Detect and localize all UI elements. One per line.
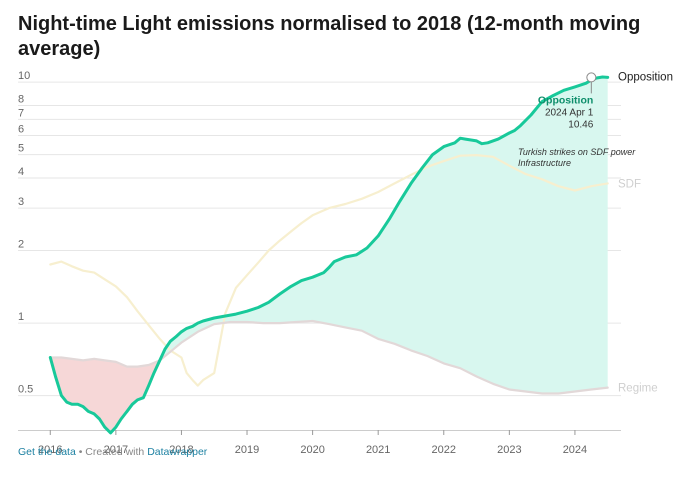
highlight-date: 2024 Apr 1 (545, 107, 594, 118)
x-tick-label: 2018 (169, 444, 193, 456)
x-tick-label: 2016 (38, 444, 62, 456)
chart-title: Night-time Light emissions normalised to… (18, 13, 641, 60)
end-label-regime: Regime (618, 383, 658, 395)
area-opposition-above (160, 77, 608, 394)
note-annotation-line: Turkish strikes on SDF power (518, 147, 636, 157)
x-tick-label: 2022 (432, 444, 456, 456)
x-tick-label: 2023 (497, 444, 521, 456)
sdf-line (49, 154, 609, 387)
x-tick-label: 2017 (104, 444, 128, 456)
y-tick-label: 6 (18, 124, 24, 136)
highlight-title: Opposition (538, 94, 593, 106)
y-tick-label: 0.5 (18, 384, 33, 396)
area-fills (51, 77, 608, 433)
x-tick-label: 2024 (563, 444, 587, 456)
highlight-value: 10.46 (568, 119, 593, 130)
note-annotation-line: Infrastructure (518, 158, 571, 168)
y-tick-label: 1 (18, 311, 24, 323)
area-opposition-below (51, 357, 160, 433)
end-label-sdf: SDF (618, 178, 641, 190)
y-tick-label: 2 (18, 239, 24, 251)
y-tick-label: 4 (18, 166, 24, 178)
highlight-marker (586, 72, 597, 83)
created-with-text: • Created with (78, 446, 145, 458)
x-axis-ticks: 2016 2017 2018 2019 2020 2021 2022 2023 2024 (18, 430, 621, 456)
footer: Get the data • Created with Datawrapper (18, 446, 207, 458)
y-axis-ticks: 0.5 1 2 3 4 5 6 7 8 10 (18, 70, 33, 396)
y-tick-label: 10 (18, 70, 30, 82)
x-tick-label: 2021 (366, 444, 390, 456)
x-tick-label: 2020 (300, 444, 324, 456)
end-label-opposition: Opposition (618, 71, 673, 83)
get-data-link[interactable]: Get the data (18, 446, 76, 458)
series-end-labels: Opposition SDF Regime (618, 71, 673, 394)
y-tick-label: 3 (18, 196, 24, 208)
series-lines (48, 75, 610, 435)
y-tick-label: 8 (18, 93, 24, 105)
regime-line (49, 319, 609, 395)
datawrapper-link[interactable]: Datawrapper (147, 446, 208, 458)
y-tick-label: 7 (18, 107, 24, 119)
opposition-line (48, 75, 610, 435)
y-tick-label: 5 (18, 143, 24, 155)
x-tick-label: 2019 (235, 444, 259, 456)
